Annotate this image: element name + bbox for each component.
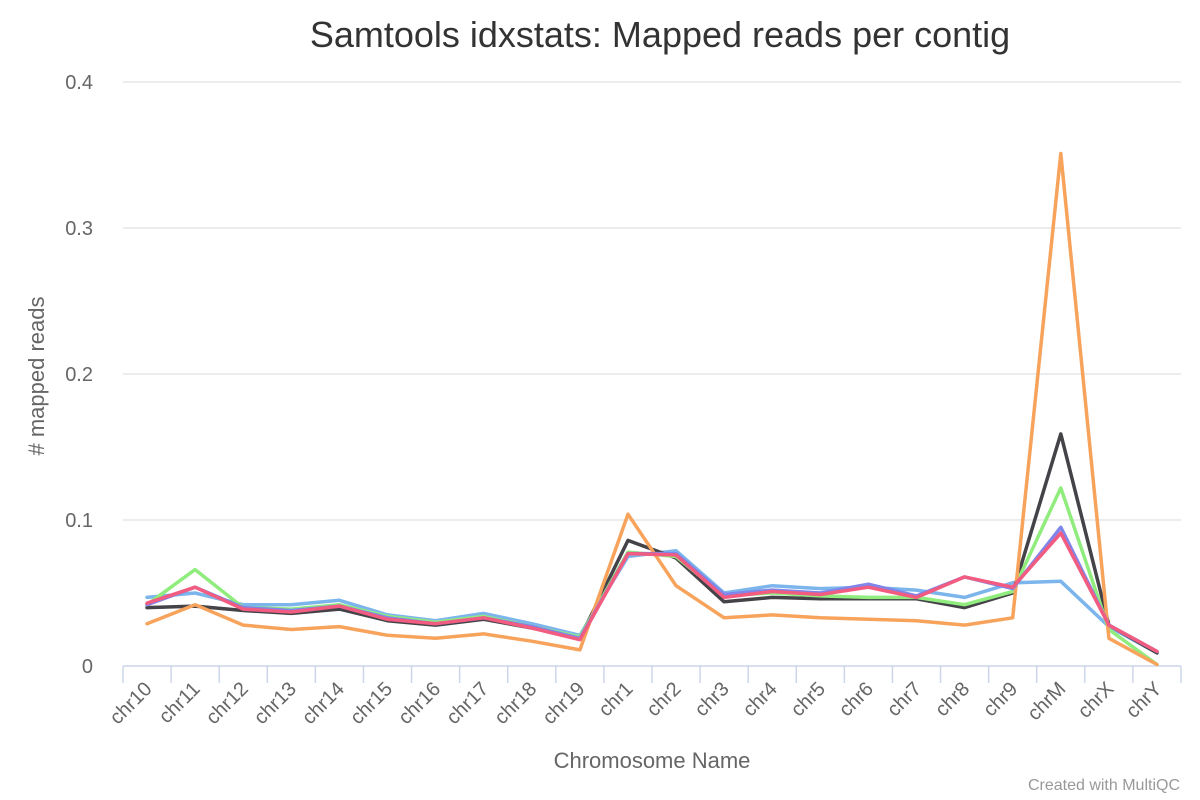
y-tick-label: 0.1 [65, 510, 93, 532]
x-tick-label: chr18 [490, 678, 541, 729]
series-line-1[interactable] [145, 548, 1159, 655]
x-tick-label: chr5 [787, 678, 830, 721]
x-tick-label: chr15 [346, 678, 397, 729]
x-tick-label: chr9 [979, 678, 1022, 721]
x-tick-label: chr11 [155, 678, 205, 728]
series-line-5[interactable] [145, 525, 1159, 654]
chart-title: Samtools idxstats: Mapped reads per cont… [310, 14, 1010, 55]
series-lines[interactable] [145, 151, 1159, 667]
tick-labels: 00.10.20.30.4chr10chr11chr12chr13chr14ch… [65, 72, 1166, 729]
x-tick-label: chr8 [931, 678, 974, 721]
y-tick-label: 0.4 [65, 72, 93, 94]
series-line-3[interactable] [145, 486, 1159, 667]
series-line-4[interactable] [145, 151, 1159, 667]
x-tick-label: chr2 [643, 678, 686, 721]
x-tick-label: chr10 [106, 678, 157, 729]
x-tick-label: chr4 [739, 678, 782, 721]
x-tick-label: chr19 [538, 678, 589, 729]
y-tick-label: 0 [82, 656, 93, 678]
x-tick-label: chr6 [835, 678, 878, 721]
axes [122, 665, 1182, 683]
x-tick-label: chr7 [883, 678, 926, 721]
x-tick-label: chr17 [442, 678, 493, 729]
x-tick-label: chrM [1023, 678, 1070, 725]
y-tick-label: 0.2 [65, 364, 93, 386]
y-axis-label: # mapped reads [24, 297, 49, 456]
x-tick-label: chr12 [202, 678, 253, 729]
x-tick-label: chr16 [394, 678, 445, 729]
gridlines [123, 81, 1181, 521]
y-tick-label: 0.3 [65, 218, 93, 240]
x-tick-label: chr14 [298, 678, 349, 729]
x-tick-label: chrY [1122, 678, 1167, 723]
x-tick-label: chr1 [594, 678, 637, 721]
x-tick-label: chrX [1074, 678, 1119, 723]
x-tick-label: chr13 [250, 678, 301, 729]
series-line-6[interactable] [145, 531, 1159, 654]
credit-text[interactable]: Created with MultiQC [1028, 777, 1180, 794]
x-tick-label: chr3 [691, 678, 734, 721]
x-axis-label: Chromosome Name [554, 748, 751, 773]
